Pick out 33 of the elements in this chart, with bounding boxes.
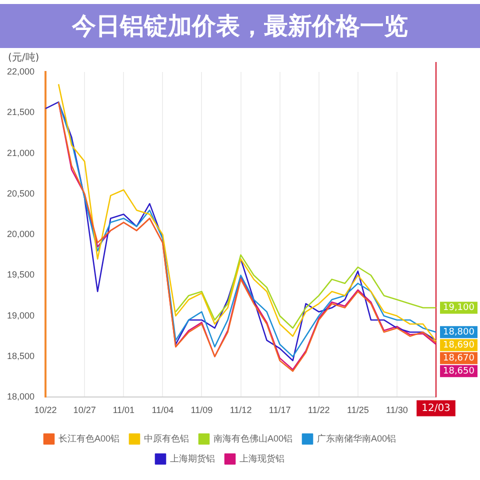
y-tick-label: 19,000 — [6, 310, 35, 320]
x-tick-label: 11/12 — [230, 405, 252, 416]
y-tick-label: 21,000 — [6, 148, 35, 158]
y-tick-label: 19,500 — [6, 270, 35, 280]
x-tick-label: 11/01 — [112, 405, 135, 416]
x-tick-label: 11/30 — [386, 405, 408, 416]
data-label: 18,690 — [442, 340, 475, 351]
x-tick-label: 10/22 — [34, 405, 57, 416]
legend-label: 上海期货铝 — [170, 453, 215, 464]
x-tick-label: 11/04 — [152, 405, 174, 416]
y-tick-label: 20,500 — [6, 188, 35, 198]
legend-label: 广东南储华南A00铝 — [317, 433, 396, 444]
y-tick-label: 18,000 — [6, 392, 35, 402]
y-tick-label: 21,500 — [6, 107, 35, 118]
y-tick-label: 18,500 — [6, 351, 35, 362]
legend-label: 长江有色A00铝 — [58, 433, 120, 444]
y-axis-title: (元/吨) — [8, 52, 40, 64]
legend-label: 南海有色佛山A00铝 — [213, 433, 293, 444]
data-label: 19,100 — [442, 303, 475, 314]
data-label: 18,650 — [442, 366, 475, 377]
x-tick-label: 10/27 — [73, 405, 96, 416]
x-tick-label: 11/17 — [268, 405, 291, 416]
x-tick-label: 11/09 — [190, 405, 213, 416]
x-tick-label: 11/22 — [308, 405, 330, 416]
x-tick-label: 11/25 — [346, 405, 369, 416]
legend-label: 上海现货铝 — [240, 453, 284, 464]
x-tick-label: 12/03 — [422, 402, 450, 414]
chart-title: 今日铝锭加价表，最新价格一览 — [0, 4, 480, 48]
data-label: 18,800 — [442, 328, 475, 338]
data-label: 18,670 — [442, 354, 475, 364]
legend-label: 中原有色铝 — [144, 433, 189, 444]
y-tick-label: 22,000 — [6, 66, 35, 76]
y-tick-label: 20,000 — [6, 229, 35, 240]
